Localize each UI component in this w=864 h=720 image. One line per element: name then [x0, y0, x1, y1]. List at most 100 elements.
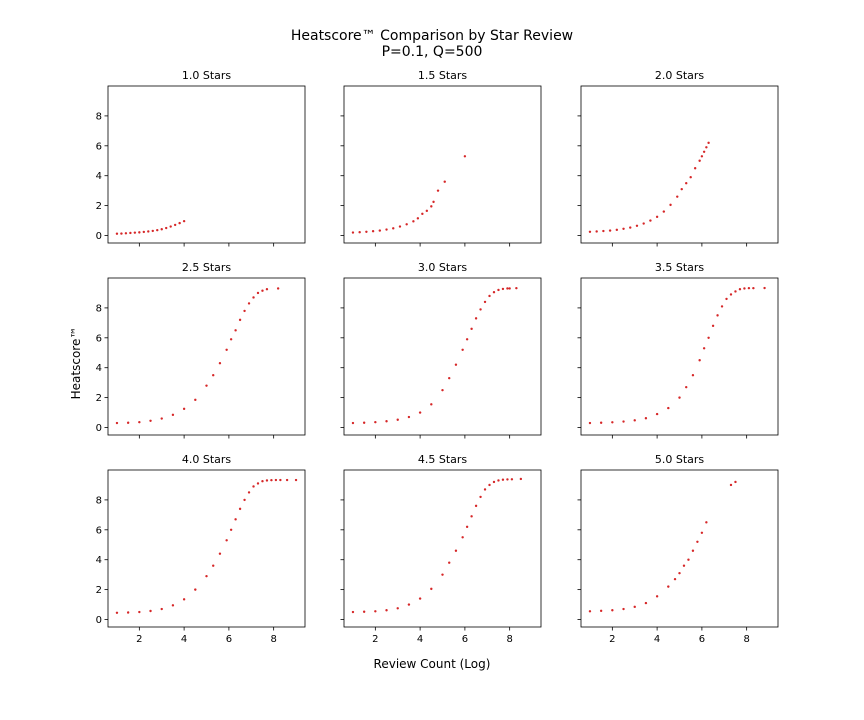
y-tick-label: 2	[96, 585, 102, 596]
data-point	[138, 610, 141, 614]
data-point	[642, 222, 645, 225]
data-point	[182, 598, 186, 601]
y-tick-label: 8	[96, 111, 102, 122]
data-point	[515, 286, 518, 290]
panel-5-0-stars: 5.0 Stars 2 4 6 8	[577, 453, 779, 645]
data-point	[707, 141, 710, 145]
data-point	[702, 150, 706, 153]
data-point	[160, 228, 163, 231]
data-point	[430, 403, 433, 406]
data-point	[151, 229, 154, 233]
data-point	[729, 483, 733, 487]
data-points	[588, 480, 737, 613]
data-point	[685, 181, 688, 185]
data-point	[608, 229, 612, 232]
data-point	[173, 223, 177, 227]
data-point	[160, 417, 163, 420]
data-point	[655, 595, 659, 598]
data-point	[374, 420, 377, 424]
plot-frame	[107, 85, 306, 244]
data-point	[483, 488, 487, 491]
data-point	[398, 225, 402, 228]
data-point	[465, 525, 469, 529]
plot-frame	[343, 85, 542, 244]
data-point	[678, 396, 681, 399]
data-point	[667, 585, 670, 588]
data-point	[465, 338, 469, 341]
y-tick-label: 6	[96, 141, 102, 152]
data-point	[270, 478, 273, 482]
data-point	[149, 419, 152, 422]
data-point	[611, 421, 614, 424]
panel-title: 2.5 Stars	[182, 261, 232, 274]
data-point	[256, 291, 260, 295]
data-point	[218, 362, 222, 365]
x-tick-label: 8	[743, 634, 749, 645]
data-point	[229, 528, 233, 532]
data-point	[691, 373, 695, 377]
data-point	[752, 286, 755, 290]
data-point	[700, 155, 704, 158]
y-tick-label: 4	[96, 363, 102, 374]
data-point	[492, 480, 496, 484]
data-point	[488, 483, 491, 487]
data-point	[229, 338, 233, 341]
data-point	[720, 305, 724, 308]
data-point	[351, 231, 355, 234]
data-point	[430, 205, 433, 208]
panel-title: 5.0 Stars	[655, 453, 705, 466]
data-point	[212, 373, 215, 377]
data-point	[234, 518, 237, 521]
x-tick-label: 6	[699, 634, 705, 645]
x-tick-label: 2	[609, 634, 615, 645]
data-point	[120, 232, 123, 235]
panel-title: 1.5 Stars	[418, 69, 468, 82]
data-point	[698, 159, 701, 162]
data-point	[261, 289, 264, 292]
data-point	[700, 531, 704, 534]
data-point	[225, 348, 228, 351]
data-points	[588, 286, 766, 425]
data-point	[276, 287, 280, 290]
data-point	[595, 230, 598, 233]
y-tick-label: 4	[96, 171, 102, 182]
y-tick-label: 6	[96, 333, 102, 344]
data-point	[622, 227, 625, 230]
data-point	[294, 478, 298, 482]
data-point	[635, 224, 639, 228]
data-point	[247, 302, 251, 305]
chart-subtitle: P=0.1, Q=500	[382, 44, 483, 60]
data-point	[622, 420, 625, 423]
y-tick-label: 6	[96, 525, 102, 536]
data-point	[171, 604, 175, 607]
data-point	[729, 293, 733, 296]
data-point	[225, 539, 228, 542]
x-tick-label: 6	[226, 634, 232, 645]
data-point	[425, 209, 429, 213]
panel-title: 4.5 Stars	[418, 453, 468, 466]
data-point	[358, 231, 361, 234]
data-point	[685, 385, 688, 389]
data-point	[256, 482, 260, 485]
data-point	[680, 187, 683, 191]
data-points	[115, 478, 298, 614]
data-point	[655, 215, 659, 219]
data-point	[673, 577, 677, 581]
data-point	[698, 359, 701, 362]
data-point	[378, 229, 382, 232]
data-point	[234, 329, 237, 332]
data-point	[416, 217, 420, 220]
data-point	[238, 507, 242, 511]
data-point	[689, 176, 692, 179]
data-point	[655, 412, 659, 416]
data-point	[285, 478, 289, 482]
data-point	[418, 411, 422, 414]
chart-title: Heatscore™ Comparison by Star Review	[291, 28, 573, 44]
data-point	[693, 167, 697, 170]
data-point	[171, 413, 175, 417]
y-tick-label: 2	[96, 201, 102, 212]
x-axis-label: Review Count (Log)	[374, 657, 491, 671]
data-point	[588, 421, 592, 425]
data-point	[479, 308, 482, 311]
data-point	[644, 601, 648, 605]
